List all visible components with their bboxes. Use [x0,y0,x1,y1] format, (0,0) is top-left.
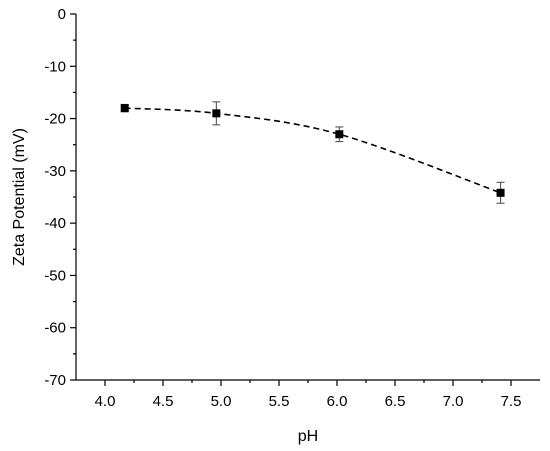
x-tick-label: 5.5 [269,393,290,410]
axes [75,14,540,381]
x-tick-label: 5.0 [211,393,232,410]
x-tick-label: 4.5 [153,393,174,410]
y-axis-label: Zeta Potential (mV) [11,128,28,266]
x-tick-label: 7.5 [501,393,522,410]
data-point [335,130,344,139]
y-tick-label: -30 [44,163,66,180]
data-series [120,101,505,204]
series-line [124,107,501,194]
y-tick-label: -50 [44,267,66,284]
data-point [120,104,129,113]
y-tick-label: 0 [58,6,66,23]
y-tick-label: -10 [44,58,66,75]
y-tick-label: -60 [44,320,66,337]
y-tick-label: -40 [44,215,66,232]
data-point [212,109,221,118]
x-tick-label: 6.5 [385,393,406,410]
data-point [496,188,505,197]
x-tick-label: 4.0 [95,393,116,410]
y-tick-label: -20 [44,111,66,128]
x-tick-label: 6.0 [327,393,348,410]
y-tick-label: -70 [44,372,66,389]
y-ticks: 0 -10 -20 -30 -40 -50 -60 -70 [44,6,76,389]
x-ticks: 4.0 4.5 5.0 5.5 6.0 6.5 7.0 7.5 [95,380,522,410]
x-tick-label: 7.0 [443,393,464,410]
x-axis-label: pH [298,428,318,445]
